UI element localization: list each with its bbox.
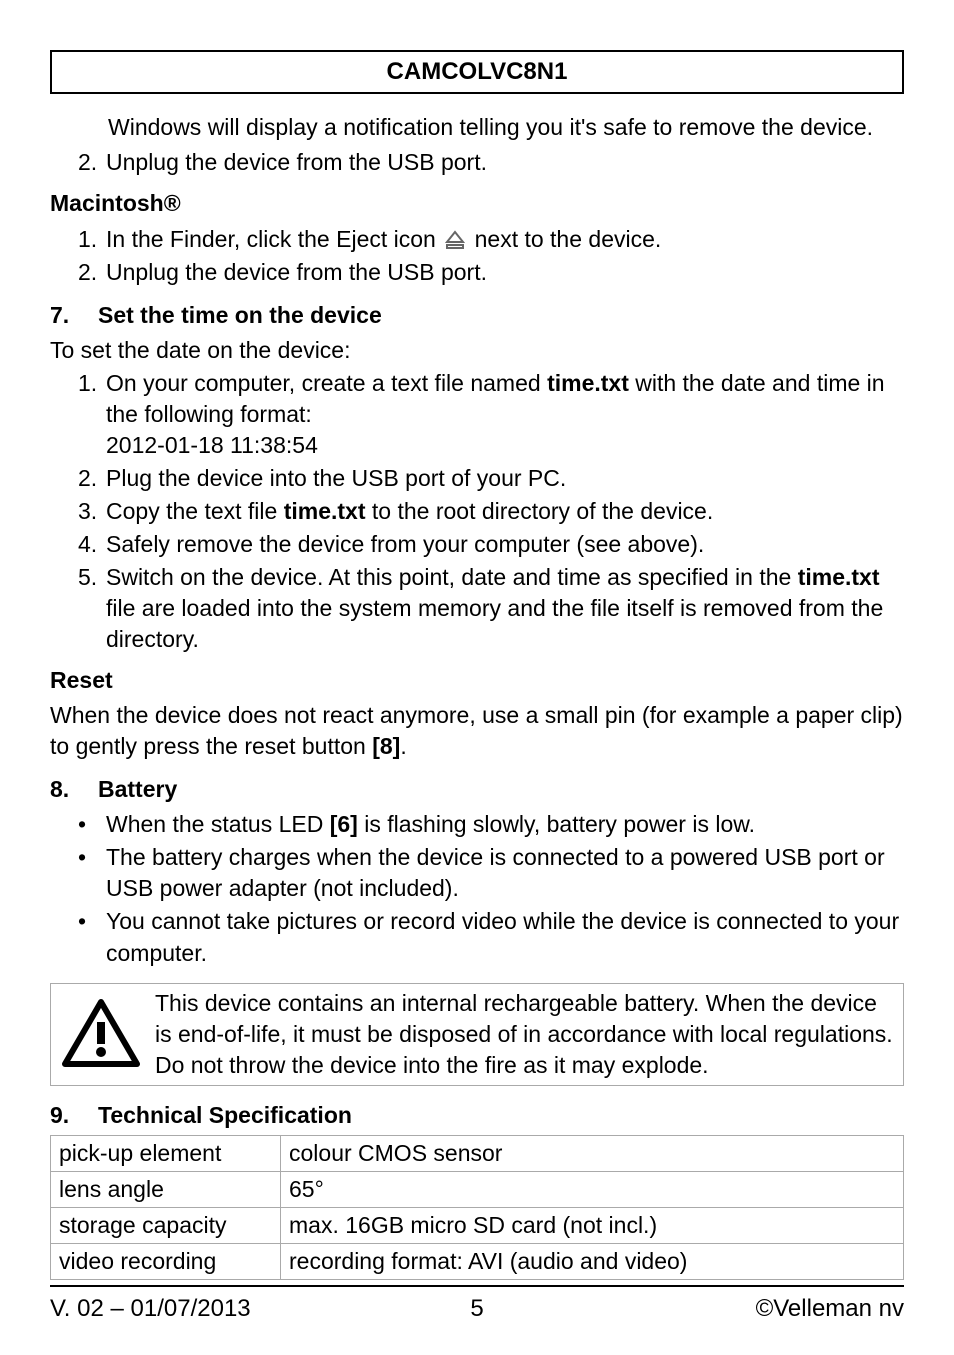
spec-label: lens angle: [51, 1171, 281, 1207]
list-item: • When the status LED [6] is flashing sl…: [78, 809, 904, 840]
eject-icon: [444, 230, 466, 250]
section-8-bullets: • When the status LED [6] is flashing sl…: [78, 809, 904, 968]
list-item: 2. Plug the device into the USB port of …: [78, 463, 904, 494]
table-row: lens angle65°: [51, 1171, 904, 1207]
windows-steps: 2. Unplug the device from the USB port.: [78, 147, 904, 178]
bullet-icon: •: [78, 809, 106, 840]
section-title: Set the time on the device: [98, 300, 382, 331]
bullet-icon: •: [78, 842, 106, 873]
list-number: 4.: [78, 529, 106, 560]
warning-text: This device contains an internal recharg…: [151, 984, 903, 1085]
list-text: The battery charges when the device is c…: [106, 842, 904, 904]
section-number: 9.: [50, 1100, 98, 1131]
section-7-steps: 1. On your computer, create a text file …: [78, 368, 904, 655]
section-7-heading: 7. Set the time on the device: [50, 300, 904, 331]
page-footer: V. 02 – 01/07/2013 5 ©Velleman nv: [50, 1285, 904, 1325]
list-number: 1.: [78, 368, 106, 399]
list-text: In the Finder, click the Eject icon next…: [106, 224, 904, 255]
section-number: 8.: [50, 774, 98, 805]
list-item: 2. Unplug the device from the USB port.: [78, 147, 904, 178]
list-item: 3. Copy the text file time.txt to the ro…: [78, 496, 904, 527]
reset-heading: Reset: [50, 665, 904, 696]
section-9-heading: 9. Technical Specification: [50, 1100, 904, 1131]
list-number: 2.: [78, 463, 106, 494]
list-number: 3.: [78, 496, 106, 527]
list-number: 1.: [78, 224, 106, 255]
bullet-icon: •: [78, 906, 106, 937]
list-item: 2. Unplug the device from the USB port.: [78, 257, 904, 288]
spec-table: pick-up elementcolour CMOS sensorlens an…: [50, 1135, 904, 1280]
warning-icon: [51, 984, 151, 1085]
section-number: 7.: [50, 300, 98, 331]
spec-value: colour CMOS sensor: [281, 1135, 904, 1171]
list-text: Switch on the device. At this point, dat…: [106, 562, 904, 655]
list-text: Plug the device into the USB port of you…: [106, 463, 904, 494]
footer-version: V. 02 – 01/07/2013: [50, 1293, 251, 1325]
spec-value: 65°: [281, 1171, 904, 1207]
list-text: When the status LED [6] is flashing slow…: [106, 809, 904, 840]
section-8-heading: 8. Battery: [50, 774, 904, 805]
warning-box: This device contains an internal recharg…: [50, 983, 904, 1086]
spec-value: recording format: AVI (audio and video): [281, 1243, 904, 1279]
list-number: 5.: [78, 562, 106, 593]
windows-continuation-text: Windows will display a notification tell…: [108, 112, 904, 143]
list-text: Copy the text file time.txt to the root …: [106, 496, 904, 527]
list-number: 2.: [78, 147, 106, 178]
footer-copyright: ©Velleman nv: [756, 1293, 904, 1325]
list-item: • You cannot take pictures or record vid…: [78, 906, 904, 968]
list-number: 2.: [78, 257, 106, 288]
reset-text: When the device does not react anymore, …: [50, 700, 904, 762]
spec-label: pick-up element: [51, 1135, 281, 1171]
table-row: storage capacitymax. 16GB micro SD card …: [51, 1207, 904, 1243]
document-title: CAMCOLVC8N1: [50, 50, 904, 94]
list-item: 5. Switch on the device. At this point, …: [78, 562, 904, 655]
spec-label: storage capacity: [51, 1207, 281, 1243]
list-item: 1. In the Finder, click the Eject icon n…: [78, 224, 904, 255]
spec-label: video recording: [51, 1243, 281, 1279]
footer-page-number: 5: [470, 1293, 483, 1325]
spec-value: max. 16GB micro SD card (not incl.): [281, 1207, 904, 1243]
macintosh-steps: 1. In the Finder, click the Eject icon n…: [78, 224, 904, 288]
list-item: • The battery charges when the device is…: [78, 842, 904, 904]
table-row: pick-up elementcolour CMOS sensor: [51, 1135, 904, 1171]
section-title: Battery: [98, 774, 177, 805]
list-text: On your computer, create a text file nam…: [106, 368, 904, 461]
list-item: 4. Safely remove the device from your co…: [78, 529, 904, 560]
macintosh-heading: Macintosh®: [50, 188, 904, 219]
list-item: 1. On your computer, create a text file …: [78, 368, 904, 461]
section-7-intro: To set the date on the device:: [50, 335, 904, 366]
table-row: video recordingrecording format: AVI (au…: [51, 1243, 904, 1279]
list-text: You cannot take pictures or record video…: [106, 906, 904, 968]
section-title: Technical Specification: [98, 1100, 352, 1131]
list-text: Safely remove the device from your compu…: [106, 529, 904, 560]
list-text: Unplug the device from the USB port.: [106, 147, 904, 178]
list-text: Unplug the device from the USB port.: [106, 257, 904, 288]
